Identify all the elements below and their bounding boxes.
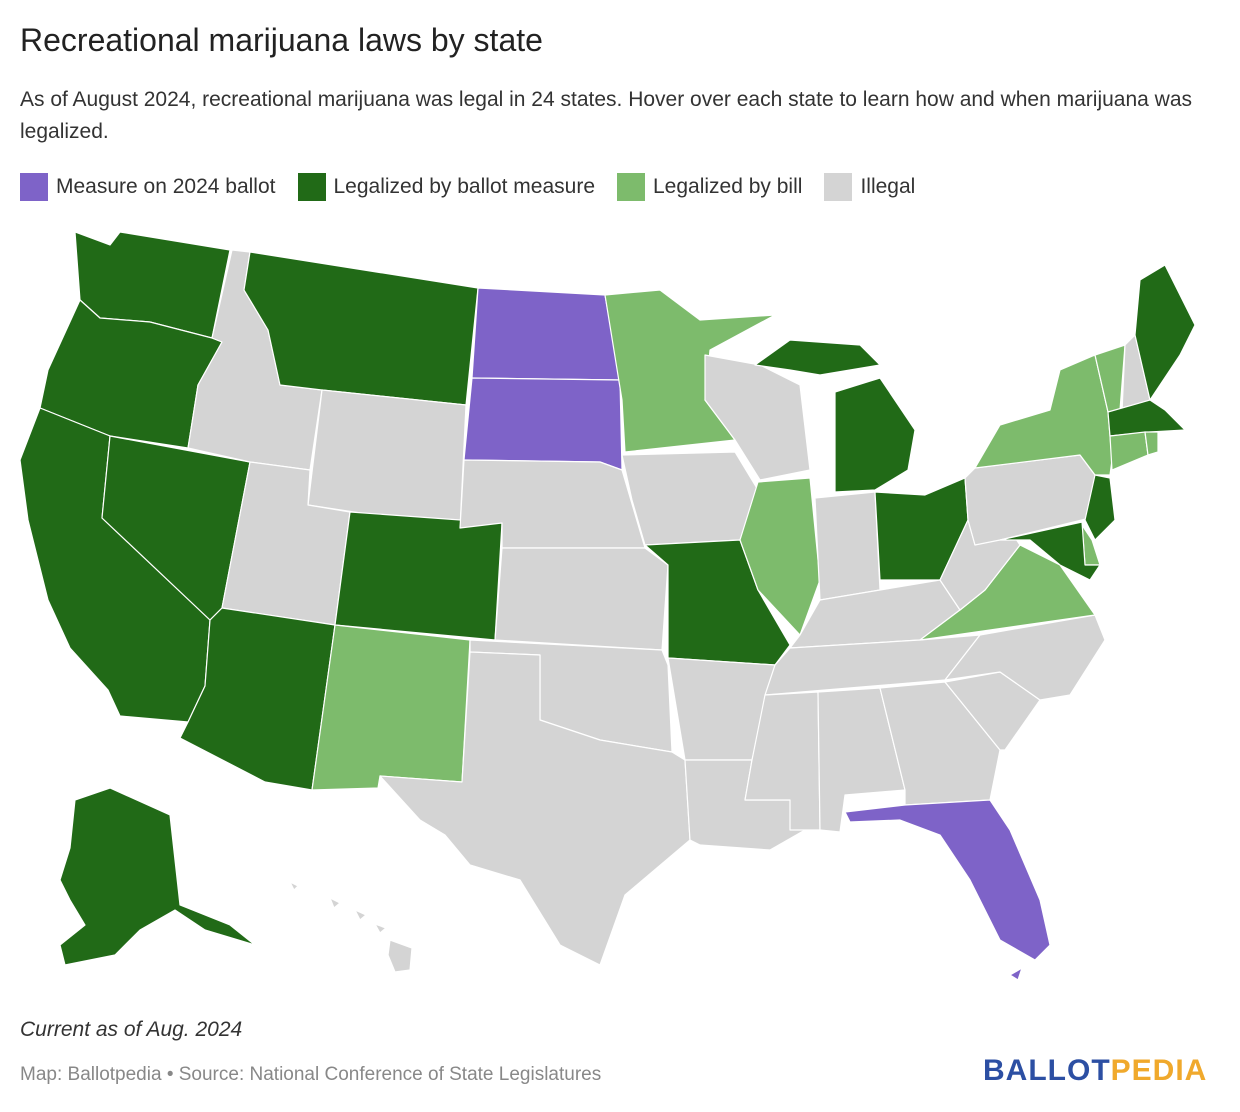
state-CO[interactable] — [334, 511, 503, 641]
state-IA[interactable] — [621, 451, 759, 546]
map-title: Recreational marijuana laws by state — [20, 22, 543, 58]
legend: Measure on 2024 ballot Legalized by ball… — [20, 172, 937, 202]
state-ND[interactable] — [471, 287, 621, 381]
us-map — [19, 231, 1196, 981]
state-MI[interactable] — [754, 339, 916, 493]
state-MD[interactable] — [999, 521, 1101, 581]
legend-label: Legalized by bill — [653, 175, 803, 198]
legend-label: Measure on 2024 ballot — [56, 175, 276, 198]
state-NY[interactable] — [974, 354, 1113, 476]
state-RI[interactable] — [1144, 431, 1159, 456]
legend-swatch-ballot-2024 — [20, 173, 48, 201]
legend-label: Illegal — [860, 175, 916, 198]
map-subtitle: As of August 2024, recreational marijuan… — [20, 88, 1193, 143]
state-MT[interactable] — [243, 251, 479, 406]
state-AK[interactable] — [59, 787, 256, 966]
state-TX[interactable] — [379, 651, 691, 966]
state-FL[interactable] — [844, 799, 1051, 981]
state-IN[interactable] — [814, 491, 881, 601]
state-WI[interactable] — [704, 354, 811, 481]
legend-item-ballot-measure[interactable]: Legalized by ballot measure — [297, 173, 596, 201]
legend-item-illegal[interactable]: Illegal — [824, 173, 915, 201]
legend-swatch-ballot-measure — [297, 173, 326, 201]
legend-item-ballot-2024[interactable]: Measure on 2024 ballot — [20, 173, 276, 201]
state-KS[interactable] — [494, 547, 669, 651]
legend-item-bill[interactable]: Legalized by bill — [617, 173, 802, 201]
state-CT[interactable] — [1109, 431, 1149, 471]
currency-note: Current as of Aug. 2024 — [20, 1018, 243, 1041]
state-NM[interactable] — [311, 624, 471, 791]
ballotpedia-logo[interactable]: BALLOTPEDIA — [983, 1054, 1207, 1088]
state-HI[interactable] — [289, 881, 413, 973]
logo-part-1: BALLOT — [983, 1054, 1111, 1087]
legend-label: Legalized by ballot measure — [333, 175, 596, 198]
state-WY[interactable] — [307, 389, 467, 529]
legend-swatch-illegal — [824, 173, 853, 201]
state-NJ[interactable] — [1084, 474, 1116, 541]
legend-swatch-bill — [617, 173, 645, 201]
source-credit: Map: Ballotpedia • Source: National Conf… — [20, 1064, 602, 1085]
state-SD[interactable] — [463, 377, 623, 471]
state-NC[interactable] — [944, 614, 1106, 701]
logo-part-2: PEDIA — [1110, 1054, 1208, 1087]
